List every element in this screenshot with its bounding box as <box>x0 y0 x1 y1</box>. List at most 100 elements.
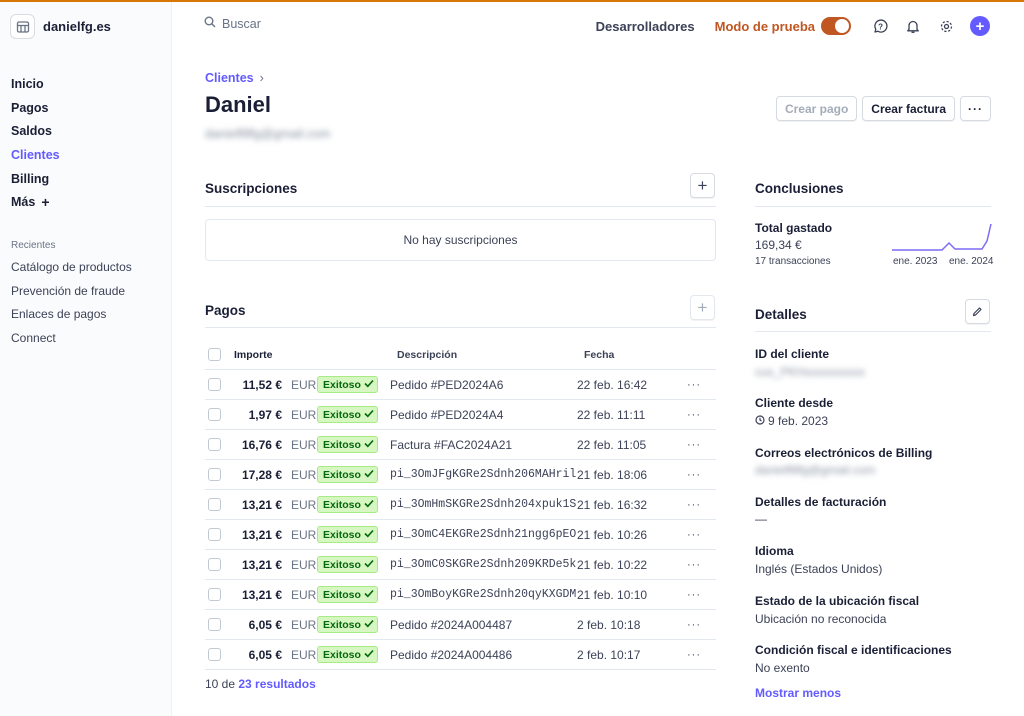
sidebar-item-saldos[interactable]: Saldos <box>11 124 52 139</box>
create-plus-icon[interactable]: + <box>970 16 990 36</box>
results-link[interactable]: 23 resultados <box>238 677 316 691</box>
payment-currency: EUR <box>291 437 317 452</box>
test-mode-toggle[interactable] <box>821 17 851 35</box>
status-label: Exitoso <box>323 378 361 391</box>
status-badge: Exitoso <box>317 526 378 543</box>
table-row[interactable]: 11,52 € EUR Exitoso Pedido #PED2024A6 22 feb… <box>205 370 716 400</box>
row-more-icon[interactable]: ··· <box>687 618 701 631</box>
developers-link[interactable]: Desarrolladores <box>595 18 695 34</box>
table-row[interactable]: 13,21 € EUR Exitoso pi_3OmHmSKGRe2Sdnh204xp… <box>205 490 716 520</box>
row-more-icon[interactable]: ··· <box>687 378 701 391</box>
breadcrumb-clientes[interactable]: Clientes <box>205 71 254 85</box>
row-more-icon[interactable]: ··· <box>687 408 701 421</box>
subscriptions-title: Suscripciones <box>205 181 298 196</box>
payment-description: pi_3OmC4EKGRe2Sdnh21ngg6pEO <box>390 528 577 541</box>
check-icon <box>364 529 374 541</box>
divider <box>755 331 991 332</box>
recent-item-connect[interactable]: Connect <box>11 330 56 345</box>
svg-text:?: ? <box>878 22 883 31</box>
search-icon <box>204 16 216 31</box>
payment-currency: EUR <box>291 647 317 662</box>
status-label: Exitoso <box>323 588 361 601</box>
edit-details-button[interactable] <box>965 299 990 324</box>
table-row[interactable]: 13,21 € EUR Exitoso pi_3OmC4EKGRe2Sdnh21ngg… <box>205 520 716 550</box>
row-more-icon[interactable]: ··· <box>687 498 701 511</box>
sidebar-item-mas[interactable]: Más + <box>11 190 60 214</box>
more-actions-button[interactable]: ··· <box>960 96 991 121</box>
payment-amount: 6,05 € <box>248 647 282 662</box>
column-date[interactable]: Fecha <box>584 348 615 361</box>
row-checkbox[interactable] <box>208 438 221 451</box>
table-row[interactable]: 16,76 € EUR Exitoso Factura #FAC2024A21 22 f… <box>205 430 716 460</box>
gear-icon[interactable] <box>937 17 955 35</box>
status-badge: Exitoso <box>317 376 378 393</box>
select-all-checkbox[interactable] <box>208 348 221 361</box>
payments-table: Importe Descripción Fecha 11,52 € EUR Exit… <box>205 340 716 670</box>
tax-location-value: Ubicación no reconocida <box>755 612 887 626</box>
status-label: Exitoso <box>323 558 361 571</box>
row-checkbox[interactable] <box>208 618 221 631</box>
row-more-icon[interactable]: ··· <box>687 588 701 601</box>
tax-location-label: Estado de la ubicación fiscal <box>755 594 920 608</box>
customer-id-label: ID del cliente <box>755 347 830 361</box>
search-bar[interactable]: Buscar <box>204 16 261 31</box>
status-badge: Exitoso <box>317 496 378 513</box>
payment-description: pi_3OmC0SKGRe2Sdnh209KRDe5k <box>390 558 577 571</box>
table-row[interactable]: 1,97 € EUR Exitoso Pedido #PED2024A4 22 feb.… <box>205 400 716 430</box>
customer-id-value: cus_PKHxxxxxxxxxx <box>755 365 866 379</box>
recent-item-fraude[interactable]: Prevención de fraude <box>11 283 126 298</box>
row-checkbox[interactable] <box>208 588 221 601</box>
payments-rows: 11,52 € EUR Exitoso Pedido #PED2024A6 22 feb… <box>205 370 716 670</box>
help-icon[interactable]: ? <box>871 17 889 35</box>
sidebar-item-inicio[interactable]: Inicio <box>11 76 44 91</box>
status-badge: Exitoso <box>317 616 378 633</box>
sidebar-item-billing[interactable]: Billing <box>11 171 50 186</box>
billing-emails-value: danielfillfg@gmail.com <box>755 463 876 477</box>
table-row[interactable]: 17,28 € EUR Exitoso pi_3OmJFgKGRe2Sdnh206MA… <box>205 460 716 490</box>
customer-since: 9 feb. 2023 <box>755 414 828 428</box>
row-more-icon[interactable]: ··· <box>687 558 701 571</box>
test-mode-label: Modo de prueba <box>714 18 815 34</box>
row-checkbox[interactable] <box>208 378 221 391</box>
bell-icon[interactable] <box>904 17 922 35</box>
table-row[interactable]: 13,21 € EUR Exitoso pi_3OmC0SKGRe2Sdnh209KR… <box>205 550 716 580</box>
status-badge: Exitoso <box>317 436 378 453</box>
table-row[interactable]: 6,05 € EUR Exitoso Pedido #2024A004486 2 feb… <box>205 640 716 670</box>
column-description[interactable]: Descripción <box>397 348 458 361</box>
create-invoice-button[interactable]: Crear factura <box>862 96 955 121</box>
row-more-icon[interactable]: ··· <box>687 438 701 451</box>
recent-item-catalogo[interactable]: Catálogo de productos <box>11 260 132 274</box>
row-checkbox[interactable] <box>208 468 221 481</box>
row-checkbox[interactable] <box>208 558 221 571</box>
add-subscription-button[interactable]: + <box>690 173 715 198</box>
table-row[interactable]: 13,21 € EUR Exitoso pi_3OmBoyKGRe2Sdnh20qyK… <box>205 580 716 610</box>
sidebar-item-pagos[interactable]: Pagos <box>11 100 49 115</box>
customer-email: danielfillfg@gmail.com <box>205 127 331 141</box>
payment-amount: 1,97 € <box>248 407 282 422</box>
create-payment-button[interactable]: Crear pago <box>775 96 858 121</box>
divider <box>755 206 991 207</box>
payment-description: pi_3OmBoyKGRe2Sdnh20qyKXGDM <box>390 588 577 601</box>
table-row[interactable]: 6,05 € EUR Exitoso Pedido #2024A004487 2 feb… <box>205 610 716 640</box>
header-actions: Crear pago Crear factura ··· <box>775 96 991 121</box>
sidebar-item-clientes[interactable]: Clientes <box>11 147 60 162</box>
row-more-icon[interactable]: ··· <box>687 468 701 481</box>
tax-status-value: No exento <box>755 661 810 675</box>
add-payment-button[interactable]: + <box>690 295 715 320</box>
row-checkbox[interactable] <box>208 408 221 421</box>
account-switcher[interactable]: danielfg.es <box>10 14 111 39</box>
row-checkbox[interactable] <box>208 498 221 511</box>
row-more-icon[interactable]: ··· <box>687 648 701 661</box>
status-label: Exitoso <box>323 648 361 661</box>
row-more-icon[interactable]: ··· <box>687 528 701 541</box>
row-checkbox[interactable] <box>208 528 221 541</box>
plus-icon: + <box>41 194 50 211</box>
total-spent-value: 169,34 € <box>755 238 802 252</box>
recent-item-enlaces[interactable]: Enlaces de pagos <box>11 307 107 321</box>
column-amount[interactable]: Importe <box>234 348 273 361</box>
payments-title: Pagos <box>205 303 246 318</box>
status-badge: Exitoso <box>317 586 378 603</box>
row-checkbox[interactable] <box>208 648 221 661</box>
details-title: Detalles <box>755 307 807 322</box>
show-less-link[interactable]: Mostrar menos <box>755 686 842 700</box>
